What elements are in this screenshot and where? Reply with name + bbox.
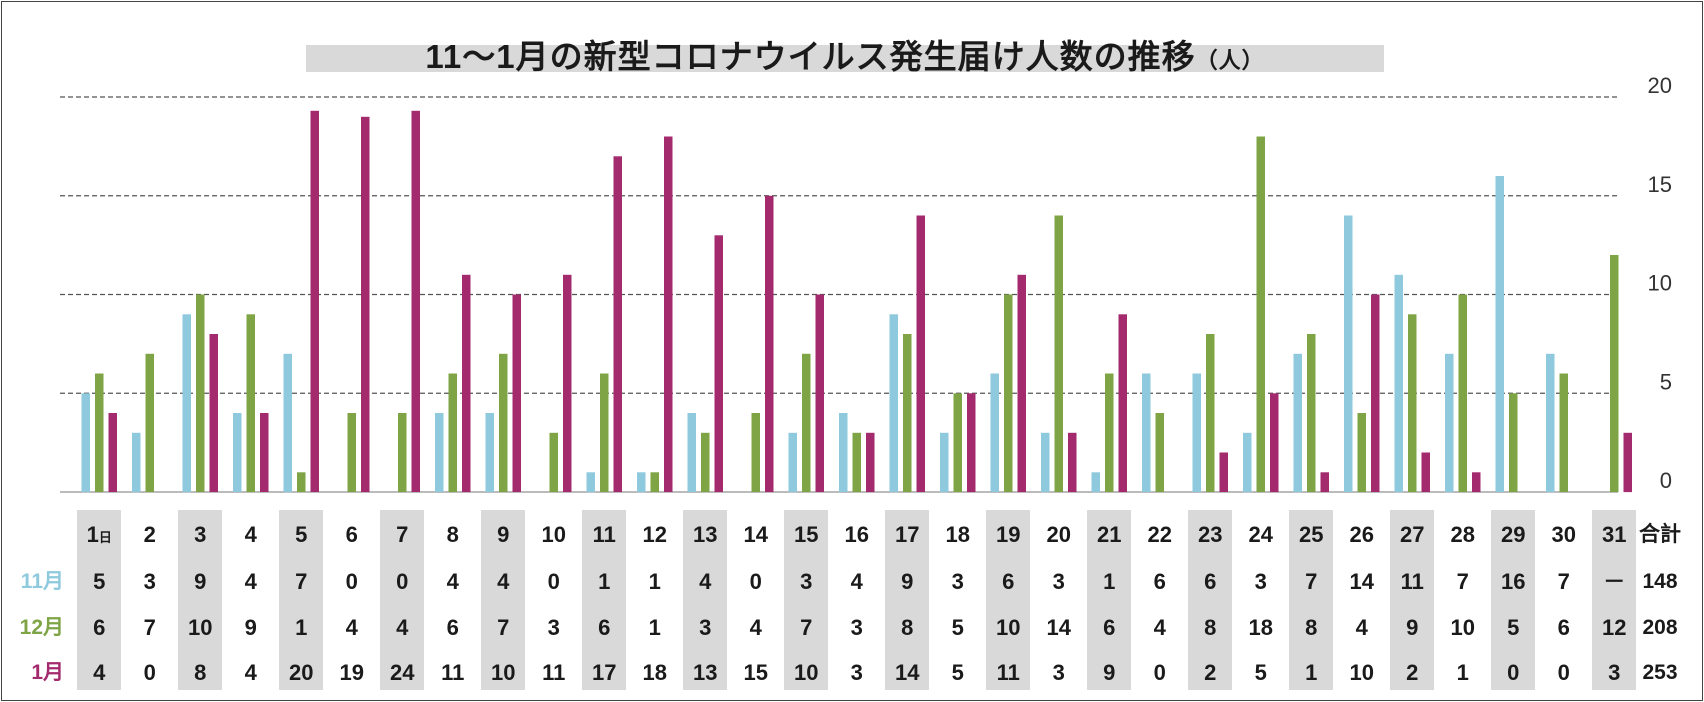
bar-dec — [1357, 413, 1366, 492]
bar-nov — [1495, 176, 1504, 492]
bar-jan — [1472, 472, 1481, 493]
bar-dec — [297, 472, 306, 493]
title-band — [306, 45, 1384, 72]
bar-jan — [664, 136, 673, 492]
bar-dec — [1105, 373, 1114, 492]
title-main: 11〜1月の新型コロナウイルス発生届け人数の推移 — [425, 38, 1196, 75]
bar-nov — [889, 314, 898, 493]
bar-nov — [990, 373, 999, 492]
bar-jan — [260, 413, 269, 492]
bar-jan — [1219, 452, 1228, 492]
bar-jan — [613, 156, 622, 493]
bar-jan — [1623, 432, 1632, 493]
bar-nov — [182, 314, 191, 493]
bar-nov — [81, 393, 90, 493]
bar-dec — [448, 373, 457, 492]
bar-nov — [1041, 432, 1050, 493]
bar-nov — [1142, 373, 1151, 492]
bar-nov — [1091, 472, 1100, 493]
bar-jan — [1320, 472, 1329, 493]
bar-jan — [1068, 432, 1077, 493]
bar-jan — [361, 116, 370, 493]
bar-dec — [1408, 314, 1417, 493]
bar-nov — [1243, 432, 1252, 493]
bar-dec — [549, 432, 558, 493]
y-tick-label: 0 — [1660, 468, 1672, 493]
bar-nov — [1293, 353, 1302, 493]
bar-nov — [839, 413, 848, 492]
bar-nov — [1546, 353, 1555, 493]
bar-jan — [765, 195, 774, 493]
bar-dec — [701, 432, 710, 493]
bar-jan — [866, 432, 875, 493]
bar-dec — [751, 413, 760, 492]
bar-nov — [1192, 373, 1201, 492]
bar-jan — [108, 413, 117, 492]
bar-jan — [1118, 314, 1127, 493]
bar-dec — [600, 373, 609, 492]
bar-dec — [953, 393, 962, 493]
bar-nov — [485, 413, 494, 492]
bar-nov — [233, 413, 242, 492]
bar-nov — [1445, 353, 1454, 493]
bar-dec — [1559, 373, 1568, 492]
bar-dec — [196, 294, 205, 492]
bar-nov — [435, 413, 444, 492]
bar-jan — [563, 274, 572, 493]
bar-jan — [714, 235, 723, 493]
bar-dec — [1509, 393, 1518, 493]
y-tick-label: 20 — [1648, 73, 1672, 98]
bar-jan — [1371, 294, 1380, 492]
bar-dec — [246, 314, 255, 493]
bar-dec — [903, 334, 912, 492]
bar-nov — [940, 432, 949, 493]
bar-dec — [1155, 413, 1164, 492]
bar-jan — [462, 274, 471, 493]
bar-jan — [815, 294, 824, 492]
y-tick-label: 5 — [1660, 369, 1672, 394]
bar-dec — [1206, 334, 1215, 492]
bar-dec — [1256, 136, 1265, 492]
y-tick-label: 15 — [1648, 172, 1672, 197]
bar-dec — [1004, 294, 1013, 492]
bar-nov — [283, 353, 292, 493]
bar-nov — [687, 413, 696, 492]
bar-jan — [1421, 452, 1430, 492]
bar-dec — [1054, 215, 1063, 492]
title-unit: （人） — [1195, 48, 1265, 73]
chart-title: 11〜1月の新型コロナウイルス発生届け人数の推移（人） — [306, 30, 1384, 78]
bar-dec — [802, 353, 811, 493]
bar-dec — [1307, 334, 1316, 492]
bar-jan — [967, 393, 976, 493]
bar-nov — [132, 432, 141, 493]
bar-jan — [209, 334, 218, 492]
bar-nov — [1344, 215, 1353, 492]
bar-dec — [1610, 255, 1619, 492]
bar-dec — [1458, 294, 1467, 492]
bar-jan — [1017, 274, 1026, 493]
bar-dec — [499, 353, 508, 493]
bar-nov — [788, 432, 797, 493]
bar-dec — [650, 472, 659, 493]
bar-jan — [1270, 393, 1279, 493]
bar-nov — [1394, 274, 1403, 493]
bar-jan — [411, 110, 420, 493]
bar-jan — [512, 294, 521, 492]
bar-nov — [586, 472, 595, 493]
bar-jan — [310, 110, 319, 493]
bar-dec — [145, 353, 154, 493]
bar-dec — [852, 432, 861, 493]
y-tick-label: 10 — [1648, 271, 1672, 296]
bar-dec — [347, 413, 356, 492]
bar-dec — [95, 373, 104, 492]
bar-nov — [637, 472, 646, 493]
bar-dec — [398, 413, 407, 492]
bar-jan — [916, 215, 925, 492]
